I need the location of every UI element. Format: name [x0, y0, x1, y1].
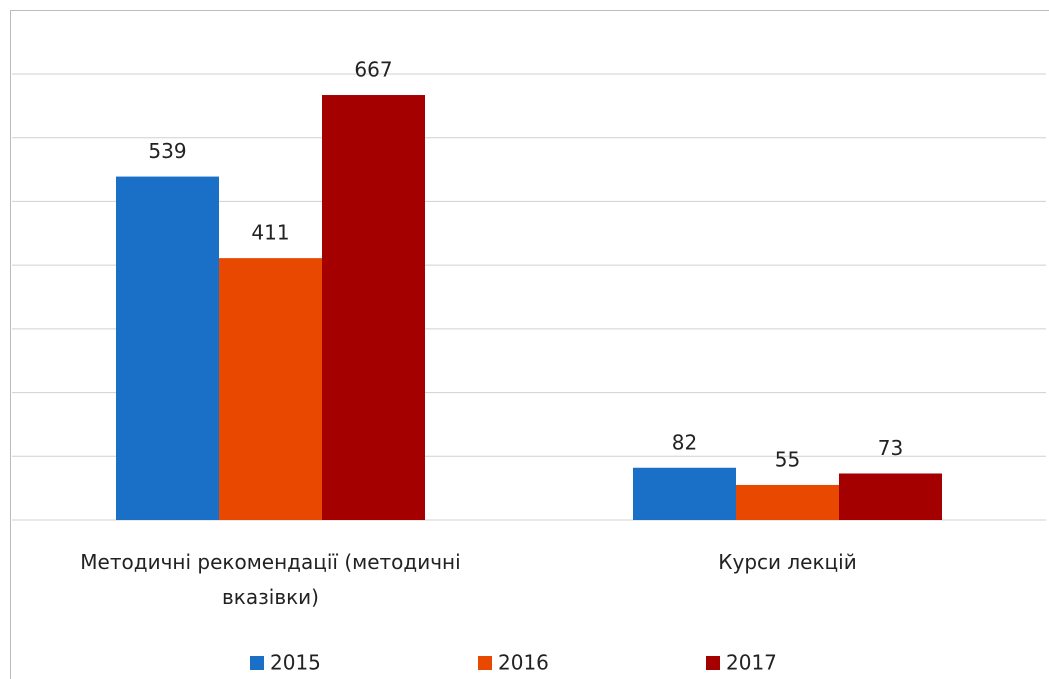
legend-label: 2016: [498, 651, 549, 675]
data-label: 82: [672, 430, 697, 454]
data-label: 73: [878, 436, 903, 460]
data-label: 667: [354, 58, 392, 82]
x-tick-label: Курси лекцій: [718, 550, 857, 574]
bar: [219, 258, 322, 520]
data-label: 411: [251, 221, 289, 245]
legend-label: 2015: [270, 651, 321, 675]
legend-swatch: [706, 656, 720, 670]
legend-swatch: [250, 656, 264, 670]
chart-frame: [10, 10, 1049, 679]
bar: [322, 95, 425, 521]
bar: [736, 484, 839, 520]
data-label: 539: [148, 139, 186, 163]
data-label: 55: [775, 447, 800, 471]
bar: [116, 176, 219, 520]
bar: [839, 473, 942, 520]
legend-swatch: [478, 656, 492, 670]
legend-label: 2017: [726, 651, 777, 675]
x-tick-label: Методичні рекомендації (методичні вказів…: [80, 550, 461, 609]
bar: [633, 467, 736, 520]
